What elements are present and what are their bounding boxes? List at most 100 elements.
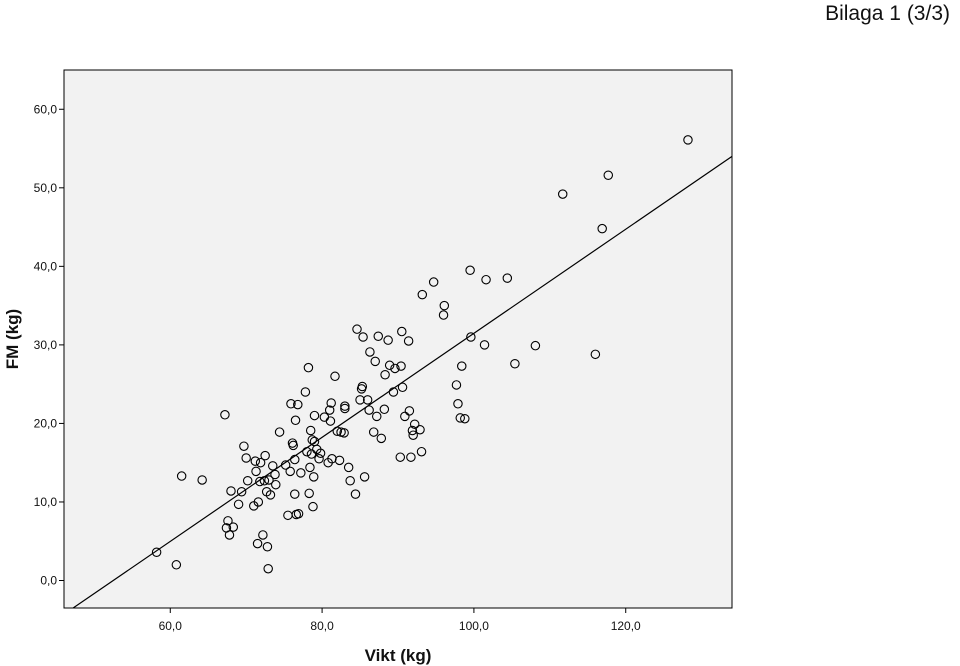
data-point (683, 135, 693, 145)
data-point (307, 435, 317, 445)
data-point (309, 410, 320, 421)
data-point (327, 454, 337, 464)
data-point (250, 456, 261, 466)
data-point (357, 381, 368, 392)
data-point (334, 455, 345, 466)
data-point (223, 516, 233, 526)
data-point (293, 399, 303, 410)
data-point (290, 489, 300, 499)
page-header-label: Bilaga 1 (3/3) (825, 2, 950, 25)
data-point (350, 489, 361, 499)
y-axis: 0,0 10,0 20,0 30,0 40,0 50,0 60,0 (34, 102, 64, 588)
y-tick-label: 0,0 (40, 574, 57, 588)
x-tick-label: 60,0 (159, 619, 183, 633)
data-point (453, 399, 463, 409)
y-tick-label: 50,0 (34, 181, 58, 195)
data-point (403, 336, 414, 346)
data-point (590, 349, 601, 360)
data-point (364, 405, 374, 415)
data-point (296, 468, 306, 478)
data-point (259, 476, 270, 486)
data-point (396, 361, 406, 371)
data-point (305, 425, 316, 436)
x-tick-label: 100,0 (459, 619, 489, 633)
data-point (330, 371, 340, 382)
data-point (302, 446, 312, 457)
data-point (416, 446, 427, 457)
y-axis-title: FM (kg) (3, 309, 22, 369)
data-point (258, 530, 268, 540)
data-point (397, 382, 408, 393)
data-point (252, 538, 263, 549)
data-point (460, 413, 470, 424)
data-point (384, 360, 395, 371)
data-point (358, 332, 368, 342)
data-point (226, 486, 236, 496)
data-point (325, 416, 336, 426)
data-point (262, 541, 273, 552)
data-point (270, 469, 280, 480)
data-point (251, 466, 261, 477)
data-points (151, 135, 693, 574)
data-point (380, 369, 390, 380)
data-point (530, 340, 541, 351)
x-tick-label: 80,0 (310, 619, 334, 633)
data-point (409, 419, 420, 429)
data-point (267, 461, 278, 471)
data-point (304, 488, 314, 499)
data-point (176, 471, 187, 481)
x-axis-title: Vikt (kg) (365, 646, 432, 665)
data-point (239, 441, 249, 451)
data-point (263, 563, 273, 574)
data-point (197, 475, 207, 485)
data-point (406, 452, 416, 462)
data-point (376, 433, 387, 444)
data-point (379, 404, 390, 415)
data-point (481, 274, 491, 285)
data-point (253, 497, 264, 507)
data-point (314, 454, 324, 464)
data-point (368, 427, 379, 437)
data-point (455, 413, 465, 423)
data-point (407, 425, 418, 436)
x-tick-label: 120,0 (611, 619, 641, 633)
data-point (408, 430, 418, 440)
data-point (285, 466, 295, 477)
y-tick-label: 10,0 (34, 495, 58, 509)
data-point (220, 410, 230, 420)
data-point (383, 335, 393, 345)
data-point (151, 547, 162, 557)
data-point (510, 358, 520, 369)
data-point (388, 387, 399, 397)
data-point (438, 310, 449, 320)
data-point (280, 460, 291, 470)
data-point (502, 273, 513, 283)
data-point (365, 347, 375, 357)
data-point (332, 426, 343, 437)
data-point (439, 300, 450, 311)
data-point (265, 490, 276, 500)
data-point (308, 501, 318, 512)
data-point (171, 560, 182, 570)
y-tick-label: 60,0 (34, 102, 58, 116)
data-point (355, 395, 365, 405)
data-point (345, 476, 355, 486)
data-point (451, 380, 462, 390)
data-point (241, 453, 251, 463)
data-point (465, 265, 475, 276)
data-point (339, 428, 349, 438)
x-axis: 60,0 80,0 100,0 120,0 (159, 608, 641, 633)
data-point (340, 403, 350, 414)
data-point (255, 457, 266, 468)
data-point (233, 499, 244, 510)
data-point (359, 472, 370, 482)
data-point (479, 340, 490, 350)
data-point (224, 530, 235, 540)
data-point (286, 399, 296, 409)
data-point (428, 277, 439, 287)
data-point (228, 522, 239, 532)
data-point (305, 462, 315, 473)
data-point (466, 332, 476, 342)
y-tick-label: 40,0 (34, 259, 58, 273)
